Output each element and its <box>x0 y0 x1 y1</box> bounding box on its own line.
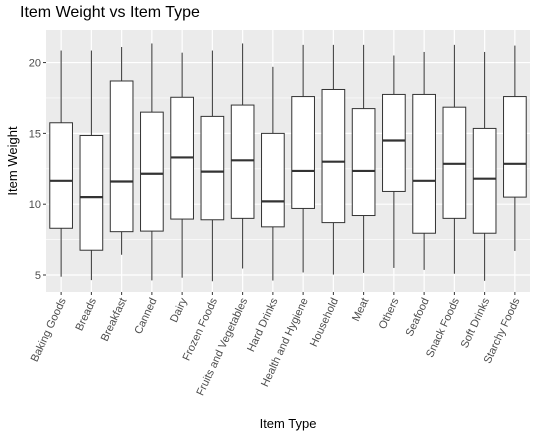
x-tick-label: Soft Drinks <box>459 296 493 350</box>
box-seafood <box>412 51 436 270</box>
y-tick-label: 15 <box>29 128 41 140</box>
box-iqr <box>351 108 376 217</box>
box-iqr <box>412 93 436 234</box>
box-iqr <box>291 96 315 209</box>
y-tick-label: 20 <box>29 58 41 70</box>
chart-title: Item Weight vs Item Type <box>20 4 200 21</box>
box-breads <box>79 50 104 281</box>
box-iqr <box>140 111 164 232</box>
box-household <box>321 44 346 275</box>
x-tick-label: Hard Drinks <box>245 296 281 354</box>
box-iqr <box>200 115 225 221</box>
box-hard-drinks <box>261 66 285 281</box>
box-iqr <box>503 96 527 198</box>
box-iqr <box>79 135 104 251</box>
x-tick-label: Others <box>377 296 402 331</box>
box-group <box>49 43 527 282</box>
x-axis-title: Item Type <box>260 416 317 431</box>
y-tick-label: 10 <box>29 199 41 211</box>
box-starchy-foods <box>503 45 527 251</box>
box-meat <box>351 44 376 273</box>
y-tick-label: 5 <box>35 270 41 282</box>
box-iqr <box>109 80 134 233</box>
x-tick-label: Seafood <box>404 296 432 338</box>
box-baking-goods <box>49 50 73 277</box>
y-axis-title: Item Weight <box>5 126 20 196</box>
x-tick-label: Canned <box>132 296 159 336</box>
box-frozen-foods <box>200 50 225 282</box>
x-tick-label: Meat <box>350 296 371 323</box>
x-tick-label: Breakfast <box>99 296 130 343</box>
box-iqr <box>472 127 497 234</box>
box-breakfast <box>109 46 134 255</box>
box-dairy <box>170 52 194 278</box>
box-iqr <box>49 122 73 229</box>
box-fruits-and-vegetables <box>230 43 255 269</box>
box-others <box>382 55 406 268</box>
x-axis: Baking Goods Breads Breakfast Canned DairyFr… <box>29 292 523 398</box>
box-health-and-hygiene <box>291 44 315 273</box>
box-iqr <box>230 104 255 219</box>
x-tick-label: Baking Goods <box>29 296 69 364</box>
box-soft-drinks <box>472 51 497 281</box>
x-tick-label: Breads <box>73 296 99 333</box>
box-iqr <box>382 93 406 192</box>
box-iqr <box>261 132 285 228</box>
x-tick-label: Household <box>308 296 341 349</box>
box-iqr <box>321 88 346 224</box>
box-canned <box>140 43 164 281</box>
box-snack-foods <box>442 44 467 274</box>
x-tick-label: Dairy <box>168 296 190 325</box>
y-axis: 5 10 15 20 <box>29 58 46 282</box>
